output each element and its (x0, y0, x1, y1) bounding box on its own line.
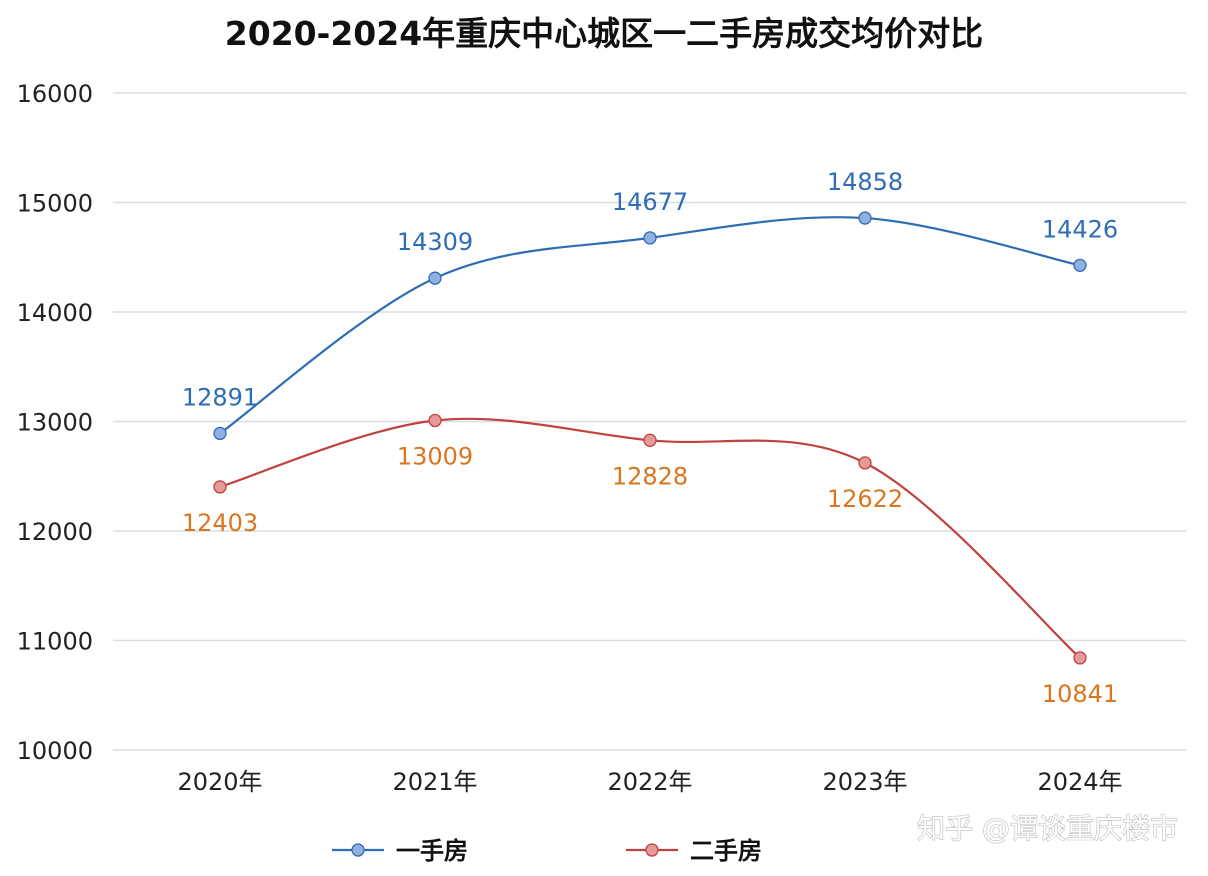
x-tick-label: 2023年 (822, 768, 907, 796)
x-tick-label: 2020年 (177, 768, 262, 796)
y-tick-label: 10000 (17, 737, 93, 765)
data-label: 12622 (827, 485, 903, 513)
x-tick-label: 2024年 (1037, 768, 1122, 796)
series-line (219, 417, 1081, 659)
data-label: 10841 (1042, 680, 1118, 708)
y-tick-label: 12000 (17, 518, 93, 546)
y-tick-label: 13000 (17, 409, 93, 437)
data-label: 13009 (397, 443, 473, 471)
y-tick-label: 16000 (17, 80, 93, 108)
legend-label: 一手房 (396, 837, 468, 865)
data-point (858, 456, 872, 470)
data-label: 14426 (1042, 215, 1118, 243)
data-point (428, 271, 442, 285)
data-point (858, 211, 872, 225)
data-label: 12403 (182, 509, 258, 537)
legend-marker (645, 843, 659, 857)
legend-label: 二手房 (690, 837, 762, 865)
data-point (643, 433, 657, 447)
data-point (643, 231, 657, 245)
series-line (219, 216, 1081, 435)
legend: 一手房 二手房 (332, 837, 762, 865)
data-point (213, 480, 227, 494)
data-point (1073, 258, 1087, 273)
y-tick-label: 15000 (17, 190, 93, 218)
data-point (428, 413, 442, 428)
data-label: 14677 (612, 188, 688, 216)
x-tick-label: 2022年 (607, 768, 692, 796)
data-label: 12828 (612, 462, 688, 490)
y-axis-ticks: 10000 11000 12000 13000 14000 15000 16000 (17, 80, 93, 765)
x-tick-label: 2021年 (392, 768, 477, 796)
data-labels: 12891 14309 14677 14858 14426 12403 13009 12828… (182, 168, 1118, 708)
data-point (213, 426, 227, 441)
grid-lines (113, 92, 1186, 751)
data-label: 12891 (182, 383, 258, 411)
data-label: 14309 (397, 228, 473, 256)
data-label: 14858 (827, 168, 903, 196)
chart-title: 2020-2024年重庆中心城区一二手房成交均价对比 (225, 14, 983, 53)
y-tick-label: 14000 (17, 299, 93, 327)
data-point (1073, 651, 1087, 665)
series-group (213, 211, 1087, 665)
legend-marker (351, 843, 365, 857)
y-tick-label: 11000 (17, 628, 93, 656)
x-axis-ticks: 2020年 2021年 2022年 2023年 2024年 (177, 768, 1122, 796)
watermark: 知乎 @谭谈重庆楼市 (917, 812, 1178, 845)
